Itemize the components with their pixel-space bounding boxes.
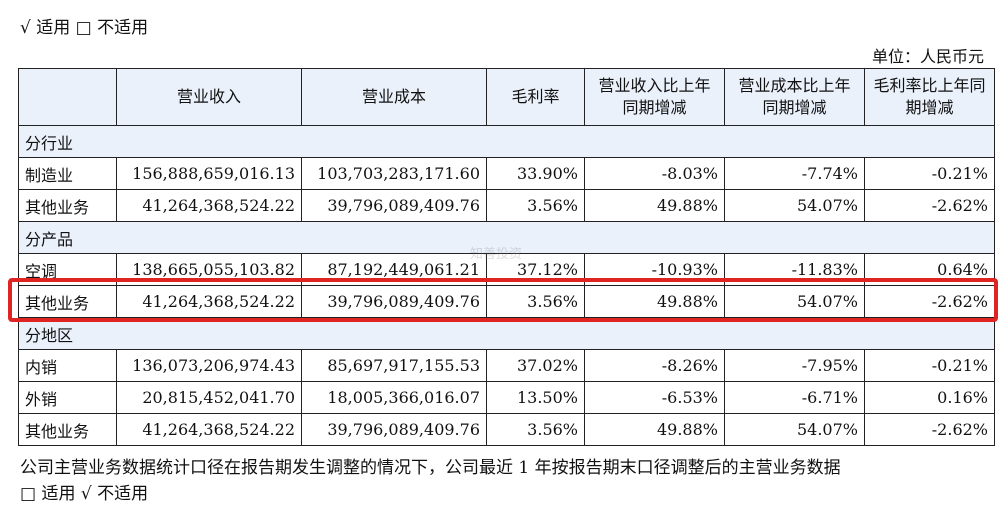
cell-gross-margin: 3.56% <box>486 413 585 446</box>
cell-cost-yoy: 54.07% <box>724 285 865 318</box>
section-title: 分地区 <box>18 317 995 350</box>
cell-revenue-yoy: 49.88% <box>584 285 725 318</box>
row-label: 其他业务 <box>18 285 117 318</box>
cell-cost: 39,796,089,409.76 <box>301 189 487 222</box>
header-revenue-yoy: 营业收入比上年同期增减 <box>584 68 725 126</box>
cell-gross-margin: 3.56% <box>486 285 585 318</box>
cell-margin-yoy: 0.64% <box>864 253 995 286</box>
header-revenue: 营业收入 <box>116 68 302 126</box>
cell-revenue-yoy: -8.03% <box>584 157 725 190</box>
cell-cost: 103,703,283,171.60 <box>301 157 487 190</box>
cell-margin-yoy: 0.16% <box>864 381 995 414</box>
cell-revenue-yoy: -10.93% <box>584 253 725 286</box>
table-row: 其他业务 41,264,368,524.22 39,796,089,409.76… <box>18 189 995 222</box>
cell-revenue-yoy: 49.88% <box>584 189 725 222</box>
table-header-row: 营业收入 营业成本 毛利率 营业收入比上年同期增减 营业成本比上年同期增减 毛利… <box>18 68 995 126</box>
cell-cost: 18,005,366,016.07 <box>301 381 487 414</box>
table-row: 其他业务 41,264,368,524.22 39,796,089,409.76… <box>18 413 995 446</box>
cell-margin-yoy: -2.62% <box>864 285 995 318</box>
cell-cost-yoy: 54.07% <box>724 189 865 222</box>
cell-revenue: 20,815,452,041.70 <box>116 381 302 414</box>
row-label: 外销 <box>18 381 117 414</box>
cell-cost-yoy: 54.07% <box>724 413 865 446</box>
row-label: 内销 <box>18 349 117 382</box>
cell-cost: 39,796,089,409.76 <box>301 413 487 446</box>
adjustment-note: 公司主营业务数据统计口径在报告期发生调整的情况下，公司最近 1 年按报告期末口径… <box>20 458 841 478</box>
header-cost-yoy: 营业成本比上年同期增减 <box>724 68 865 126</box>
cell-margin-yoy: -0.21% <box>864 157 995 190</box>
cell-cost-yoy: -6.71% <box>724 381 865 414</box>
cell-revenue: 156,888,659,016.13 <box>116 157 302 190</box>
cell-cost: 39,796,089,409.76 <box>301 285 487 318</box>
cell-gross-margin: 3.56% <box>486 189 585 222</box>
cell-revenue-yoy: -6.53% <box>584 381 725 414</box>
row-label: 空调 <box>18 253 117 286</box>
cell-revenue: 41,264,368,524.22 <box>116 285 302 318</box>
cell-gross-margin: 13.50% <box>486 381 585 414</box>
cell-margin-yoy: -2.62% <box>864 189 995 222</box>
cell-gross-margin: 33.90% <box>486 157 585 190</box>
watermark-text: 知善投资 <box>470 247 523 262</box>
cell-revenue-yoy: 49.88% <box>584 413 725 446</box>
cell-margin-yoy: -0.21% <box>864 349 995 382</box>
table-row: 制造业 156,888,659,016.13 103,703,283,171.6… <box>18 157 995 190</box>
applicable-checkbox-line: √ 适用 □ 不适用 <box>20 18 149 38</box>
cell-cost: 87,192,449,061.21 <box>301 253 487 286</box>
row-label: 其他业务 <box>18 189 117 222</box>
table-row-highlighted: 其他业务 41,264,368,524.22 39,796,089,409.76… <box>18 285 995 318</box>
section-row-industry: 分行业 <box>18 125 995 158</box>
currency-unit-label: 单位：人民币元 <box>871 47 984 66</box>
table-row: 外销 20,815,452,041.70 18,005,366,016.07 1… <box>18 381 995 414</box>
cell-gross-margin: 37.02% <box>486 349 585 382</box>
cell-cost-yoy: -7.95% <box>724 349 865 382</box>
section-title: 分行业 <box>18 125 995 158</box>
row-label: 制造业 <box>18 157 117 190</box>
cell-cost: 85,697,917,155.53 <box>301 349 487 382</box>
cell-revenue: 41,264,368,524.22 <box>116 189 302 222</box>
cell-cost-yoy: -7.74% <box>724 157 865 190</box>
header-margin-yoy: 毛利率比上年同期增减 <box>864 68 995 126</box>
cell-revenue: 41,264,368,524.22 <box>116 413 302 446</box>
main-business-table: 营业收入 营业成本 毛利率 营业收入比上年同期增减 营业成本比上年同期增减 毛利… <box>18 68 995 446</box>
cell-margin-yoy: -2.62% <box>864 413 995 446</box>
header-gross-margin: 毛利率 <box>486 68 585 126</box>
cell-cost-yoy: -11.83% <box>724 253 865 286</box>
section-row-region: 分地区 <box>18 317 995 350</box>
table-row: 内销 136,073,206,974.43 85,697,917,155.53 … <box>18 349 995 382</box>
cell-revenue-yoy: -8.26% <box>584 349 725 382</box>
not-applicable-checkbox-line: □ 适用 √ 不适用 <box>20 484 149 504</box>
header-cost: 营业成本 <box>301 68 487 126</box>
cell-revenue: 138,665,055,103.82 <box>116 253 302 286</box>
header-blank <box>18 68 117 126</box>
cell-revenue: 136,073,206,974.43 <box>116 349 302 382</box>
row-label: 其他业务 <box>18 413 117 446</box>
